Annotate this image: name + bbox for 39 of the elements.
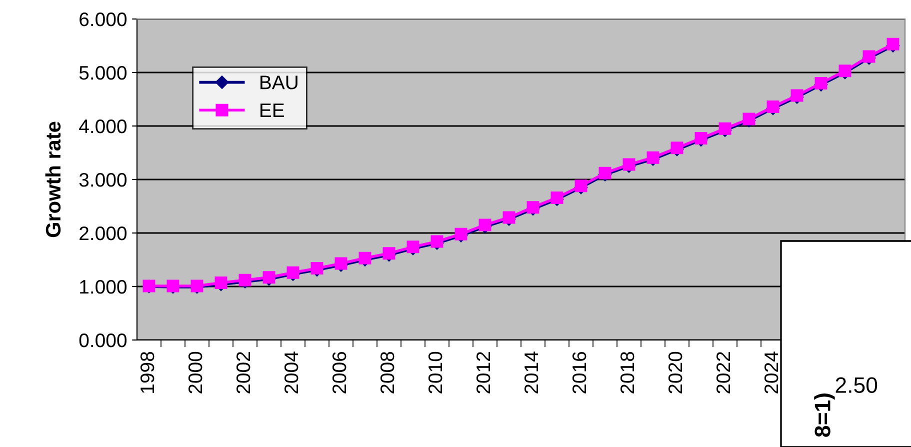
text: 8=1) <box>814 394 835 437</box>
x-tick-label: 2014 <box>524 352 538 394</box>
y-tick-label: 1.000 <box>80 280 127 294</box>
y-axis-title: Growth rate <box>45 122 61 238</box>
point <box>742 112 756 126</box>
y-tick-label: 3.000 <box>79 172 127 187</box>
legend-label: BAU <box>260 76 298 90</box>
x-tick-label: 2020 <box>668 352 682 394</box>
point <box>718 122 732 135</box>
x-tick-label: 2008 <box>380 352 394 394</box>
x-tick-label: 2024 <box>764 352 778 394</box>
x-tick-label: 1998 <box>140 352 154 393</box>
point <box>646 151 660 164</box>
point <box>814 76 828 90</box>
point <box>766 100 780 113</box>
x-tick-label: 2006 <box>332 352 346 394</box>
y-tick-label: 6.000 <box>80 12 127 26</box>
x-tick-label: 2002 <box>236 352 250 394</box>
legend-label: EE <box>260 104 284 117</box>
point <box>550 191 564 204</box>
x-tick-label: 2000 <box>188 352 202 394</box>
x-tick-label: 2022 <box>716 352 730 394</box>
x-tick-label: 2010 <box>428 352 442 394</box>
point <box>598 166 612 180</box>
x-tick-label: 2018 <box>620 352 634 394</box>
text: 2.50 <box>836 377 878 393</box>
x-tick-label: 2016 <box>572 352 586 394</box>
point <box>886 38 900 50</box>
point <box>286 266 300 279</box>
y-tick-label: 4.000 <box>79 119 127 134</box>
point <box>454 228 468 240</box>
x-tick-label: 2004 <box>284 352 298 394</box>
point <box>358 252 372 264</box>
y-tick-label: 5.000 <box>79 66 127 80</box>
y-tick-label: 2.000 <box>80 226 127 240</box>
x-tick-label: 2012 <box>476 352 490 394</box>
point <box>238 274 252 286</box>
point <box>430 235 444 248</box>
y-tick-label: 0.000 <box>79 333 127 348</box>
